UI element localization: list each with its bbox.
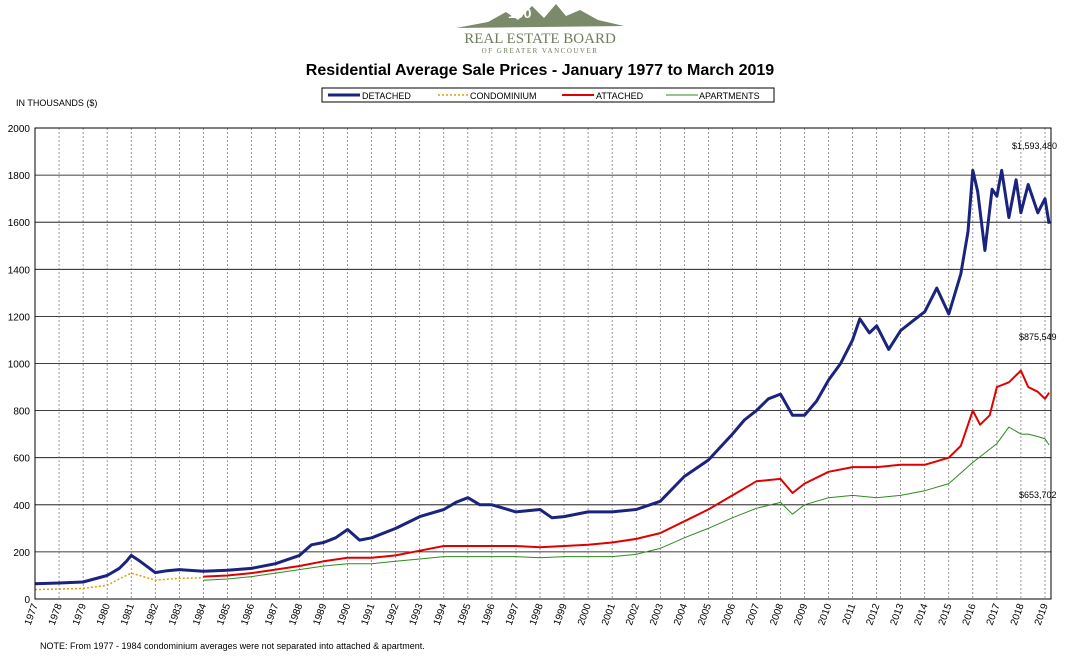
x-tick-label: 1987	[263, 602, 281, 627]
y-tick-label: 0	[24, 595, 30, 606]
x-tick-label: 2013	[889, 602, 907, 627]
x-tick-label: 2000	[576, 602, 594, 627]
units-label: IN THOUSANDS ($)	[16, 98, 98, 108]
legend-box	[321, 87, 775, 103]
x-tick-label: 2017	[985, 602, 1003, 627]
real-estate-board-logo: 100 REAL ESTATE BOARD OF GREATER VANCOUV…	[448, 0, 632, 56]
value-annotation: $1,593,480	[1012, 141, 1057, 151]
legend-label-attached: ATTACHED	[596, 91, 644, 101]
logo-name: REAL ESTATE BOARD	[464, 31, 616, 47]
legend: DETACHED CONDOMINIUM ATTACHED APARTMENTS	[321, 87, 775, 103]
y-axis-ticks: 0 200 400 600 800 1000 1200 1400 1600 1800 2000	[8, 124, 31, 606]
x-tick-label: 1981	[119, 602, 137, 627]
x-tick-label: 1985	[215, 602, 233, 627]
x-tick-label: 1999	[552, 602, 570, 627]
x-tick-label: 2006	[720, 602, 738, 627]
x-tick-label: 1998	[528, 602, 546, 627]
y-tick-label: 1000	[8, 360, 31, 371]
y-tick-label: 600	[13, 454, 30, 465]
y-tick-label: 1800	[8, 171, 31, 182]
y-tick-label: 800	[13, 407, 30, 418]
legend-label-apartments: APARTMENTS	[699, 91, 760, 101]
value-annotation: $875,549	[1019, 332, 1057, 342]
x-tick-label: 1989	[311, 602, 329, 627]
x-tick-label: 2008	[768, 602, 786, 627]
x-tick-label: 2019	[1033, 602, 1051, 627]
plot-frame	[34, 127, 1052, 600]
x-tick-label: 1986	[239, 602, 257, 627]
x-tick-label: 2009	[792, 602, 810, 627]
legend-label-condominium: CONDOMINIUM	[470, 91, 537, 101]
x-tick-label: 2005	[696, 602, 714, 627]
x-tick-label: 1993	[408, 602, 426, 627]
value-annotations: $1,593,480 $875,549 $653,702	[1012, 141, 1057, 500]
footnote: NOTE: From 1977 - 1984 condominium avera…	[40, 641, 425, 651]
series-line-attached	[203, 369, 1050, 578]
x-tick-label: 1984	[191, 602, 209, 627]
y-tick-label: 1200	[8, 312, 31, 323]
x-tick-label: 2004	[672, 602, 690, 627]
y-tick-label: 400	[13, 501, 30, 512]
logo-badge: 100	[508, 5, 532, 21]
x-tick-label: 2001	[600, 602, 618, 627]
x-tick-label: 1991	[360, 602, 378, 627]
x-tick-label: 2012	[865, 602, 883, 627]
x-axis-ticks: 1977 1978 1979 1980 1981 1982 1983 1984 1985 1986…	[23, 602, 1051, 627]
series-line-detached	[34, 168, 1051, 586]
y-tick-label: 200	[13, 548, 30, 559]
x-tick-label: 2011	[841, 602, 859, 626]
series-lines	[34, 168, 1051, 591]
x-tick-label: 1995	[456, 602, 474, 627]
x-tick-label: 1997	[504, 602, 522, 627]
x-tick-label: 2014	[913, 602, 931, 627]
x-tick-label: 2016	[961, 602, 979, 627]
x-tick-label: 1978	[47, 602, 65, 627]
logo-skyline-icon: 100 REAL ESTATE BOARD OF GREATER VANCOUV…	[456, 4, 624, 55]
x-tick-label: 1979	[71, 602, 89, 627]
x-tick-label: 2018	[1009, 602, 1027, 627]
x-tick-label: 2003	[648, 602, 666, 627]
value-annotation: $653,702	[1019, 490, 1057, 500]
chart-title: Residential Average Sale Prices - Januar…	[305, 62, 775, 79]
x-tick-label: 1983	[167, 602, 185, 627]
legend-label-detached: DETACHED	[362, 91, 411, 101]
x-tick-label: 2015	[937, 602, 955, 627]
x-tick-label: 1980	[95, 602, 113, 627]
x-tick-label: 1982	[143, 602, 161, 627]
x-tick-label: 1988	[287, 602, 305, 627]
x-tick-label: 2002	[624, 602, 642, 627]
series-line-apartments	[203, 426, 1050, 581]
x-tick-label: 1990	[335, 602, 353, 627]
grid-lines	[34, 127, 1051, 600]
x-tick-label: 1992	[384, 602, 402, 627]
x-tick-label: 1994	[432, 602, 450, 627]
y-tick-label: 2000	[8, 124, 31, 135]
logo-subtitle: OF GREATER VANCOUVER	[482, 47, 599, 55]
y-tick-label: 1600	[8, 218, 31, 229]
series-line-condominium	[34, 572, 204, 591]
y-tick-label: 1400	[8, 265, 31, 276]
x-tick-label: 2010	[816, 602, 834, 627]
x-tick-label: 2007	[744, 602, 762, 627]
x-tick-label: 1996	[480, 602, 498, 627]
